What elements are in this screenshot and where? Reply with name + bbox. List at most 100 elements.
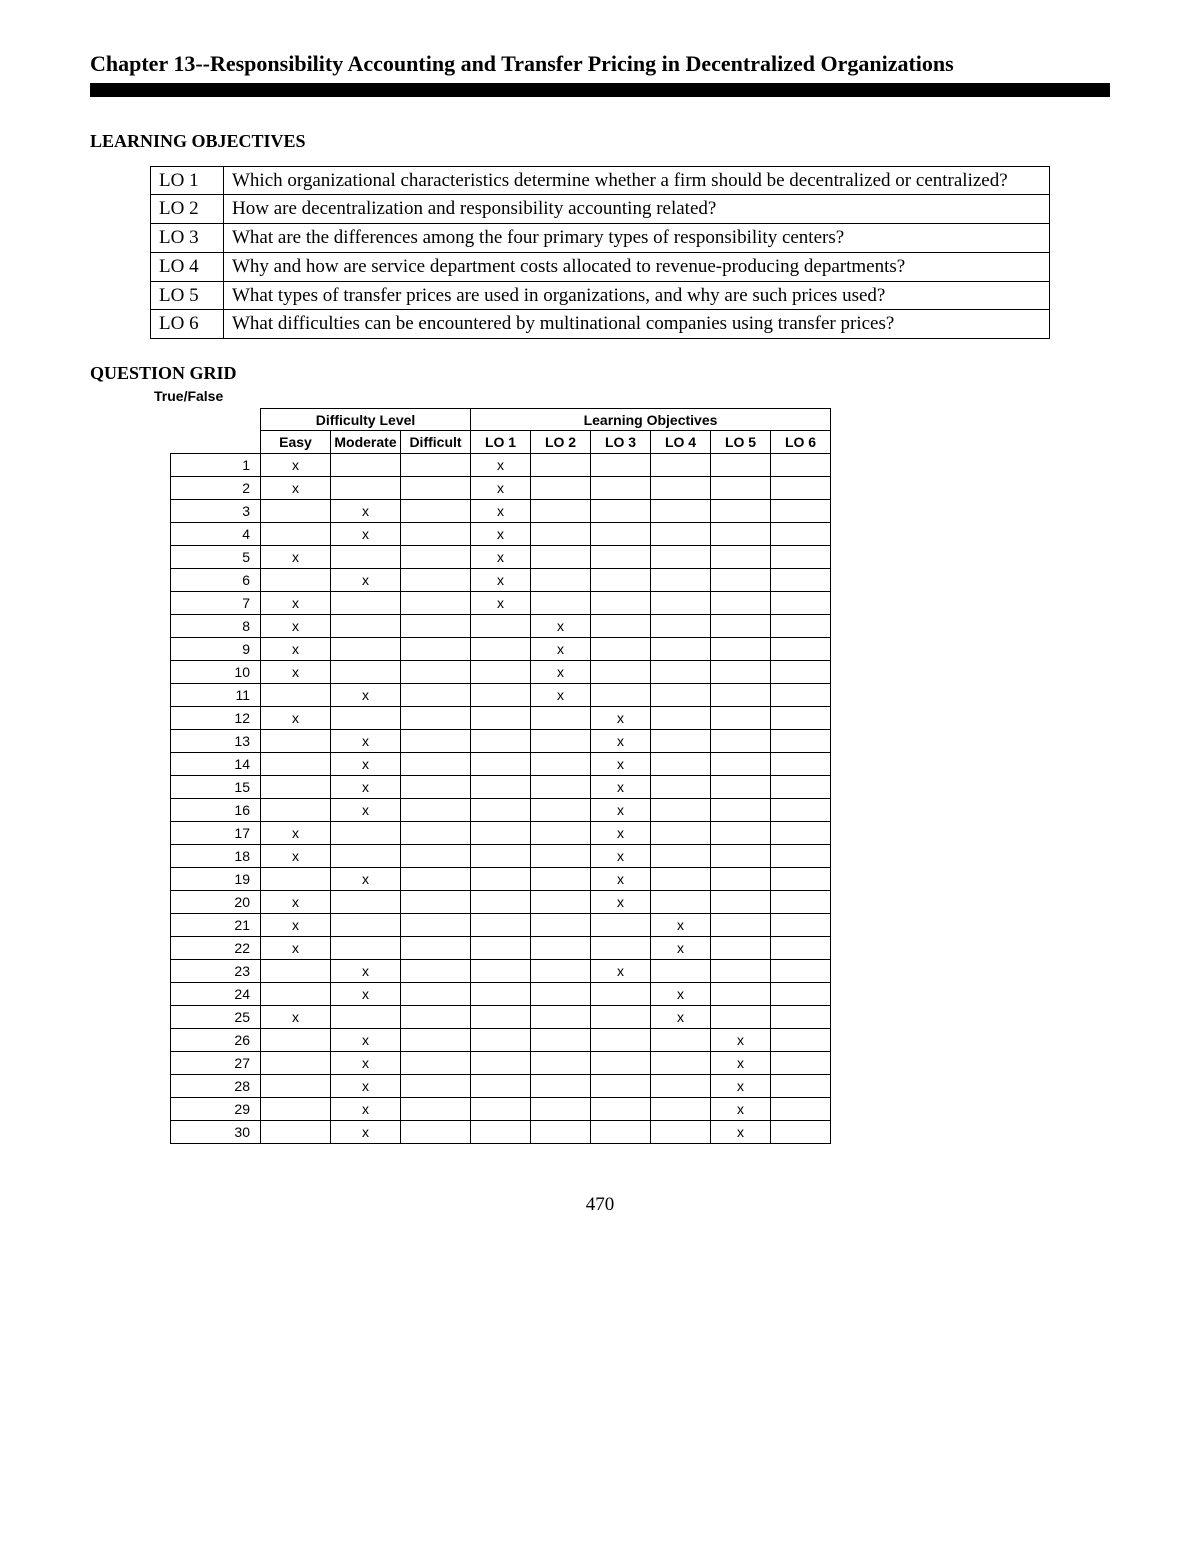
lo-cell: x: [591, 845, 651, 868]
lo-cell: [651, 546, 711, 569]
lo-cell: x: [471, 592, 531, 615]
lo-cell: [651, 500, 711, 523]
lo-cell: [711, 500, 771, 523]
lo-cell: [651, 684, 711, 707]
lo-cell: [531, 730, 591, 753]
grid-row: 13xx: [171, 730, 831, 753]
lo-cell: [651, 661, 711, 684]
lo-cell: [771, 707, 831, 730]
difficulty-cell: [261, 960, 331, 983]
lo-cell: x: [471, 500, 531, 523]
difficulty-cell: [261, 1052, 331, 1075]
difficulty-cell: x: [331, 1098, 401, 1121]
difficulty-cell: [401, 776, 471, 799]
lo-cell: [711, 615, 771, 638]
lo-cell: x: [651, 914, 711, 937]
lo-column-header: LO 1: [471, 431, 531, 454]
lo-cell: x: [711, 1075, 771, 1098]
grid-row: 1xx: [171, 454, 831, 477]
row-number: 22: [171, 937, 261, 960]
lo-cell: [771, 1052, 831, 1075]
lo-cell: [771, 776, 831, 799]
lo-cell: [771, 868, 831, 891]
lo-cell: [531, 523, 591, 546]
lo-cell: [531, 914, 591, 937]
lo-code: LO 3: [151, 224, 224, 253]
difficulty-cell: x: [261, 592, 331, 615]
row-number: 9: [171, 638, 261, 661]
difficulty-cell: x: [331, 684, 401, 707]
lo-cell: [471, 730, 531, 753]
grid-row: 18xx: [171, 845, 831, 868]
lo-cell: [651, 1052, 711, 1075]
lo-cell: [591, 1075, 651, 1098]
lo-cell: [471, 661, 531, 684]
lo-cell: [591, 983, 651, 1006]
lo-cell: [591, 569, 651, 592]
lo-cell: [471, 615, 531, 638]
difficulty-cell: [401, 1075, 471, 1098]
difficulty-cell: [261, 1098, 331, 1121]
lo-cell: [771, 1121, 831, 1144]
lo-cell: [771, 983, 831, 1006]
lo-cell: [531, 500, 591, 523]
lo-text: What are the differences among the four …: [224, 224, 1050, 253]
lo-cell: [651, 477, 711, 500]
lo-cell: [471, 914, 531, 937]
grid-row: 19xx: [171, 868, 831, 891]
lo-code: LO 2: [151, 195, 224, 224]
lo-cell: [711, 891, 771, 914]
lo-cell: [771, 615, 831, 638]
question-grid-heading: QUESTION GRID: [90, 363, 1110, 384]
lo-cell: [771, 500, 831, 523]
lo-cell: [711, 638, 771, 661]
difficulty-cell: [401, 983, 471, 1006]
lo-cell: [651, 592, 711, 615]
lo-text: Which organizational characteristics det…: [224, 166, 1050, 195]
difficulty-cell: [261, 1029, 331, 1052]
difficulty-cell: [401, 845, 471, 868]
learning-objective-row: LO 4Why and how are service department c…: [151, 252, 1050, 281]
grid-row: 25xx: [171, 1006, 831, 1029]
difficulty-cell: [331, 615, 401, 638]
lo-cell: [711, 707, 771, 730]
lo-cell: [771, 914, 831, 937]
lo-cell: [531, 776, 591, 799]
lo-cell: [471, 983, 531, 1006]
learning-objective-row: LO 2How are decentralization and respons…: [151, 195, 1050, 224]
lo-cell: [711, 523, 771, 546]
lo-code: LO 1: [151, 166, 224, 195]
difficulty-cell: [401, 661, 471, 684]
difficulty-cell: [401, 799, 471, 822]
difficulty-cell: [261, 868, 331, 891]
lo-cell: [771, 799, 831, 822]
row-number: 13: [171, 730, 261, 753]
difficulty-cell: x: [331, 983, 401, 1006]
lo-cell: [591, 1121, 651, 1144]
lo-cell: x: [711, 1121, 771, 1144]
lo-cell: [711, 753, 771, 776]
difficulty-cell: [401, 1029, 471, 1052]
learning-objective-row: LO 3What are the differences among the f…: [151, 224, 1050, 253]
learning-objective-row: LO 6What difficulties can be encountered…: [151, 310, 1050, 339]
difficulty-cell: [331, 592, 401, 615]
lo-cell: [531, 707, 591, 730]
lo-cell: [651, 523, 711, 546]
lo-cell: [651, 1029, 711, 1052]
difficulty-cell: [331, 822, 401, 845]
difficulty-cell: x: [331, 1052, 401, 1075]
lo-cell: [771, 684, 831, 707]
difficulty-cell: x: [331, 799, 401, 822]
lo-cell: x: [711, 1029, 771, 1052]
lo-cell: [531, 799, 591, 822]
lo-cell: [591, 1029, 651, 1052]
lo-cell: [771, 477, 831, 500]
lo-cell: [771, 592, 831, 615]
difficulty-cell: [331, 1006, 401, 1029]
difficulty-cell: [261, 684, 331, 707]
row-number: 25: [171, 1006, 261, 1029]
difficulty-cell: [401, 1098, 471, 1121]
lo-cell: [471, 822, 531, 845]
difficulty-cell: [401, 477, 471, 500]
row-number: 28: [171, 1075, 261, 1098]
